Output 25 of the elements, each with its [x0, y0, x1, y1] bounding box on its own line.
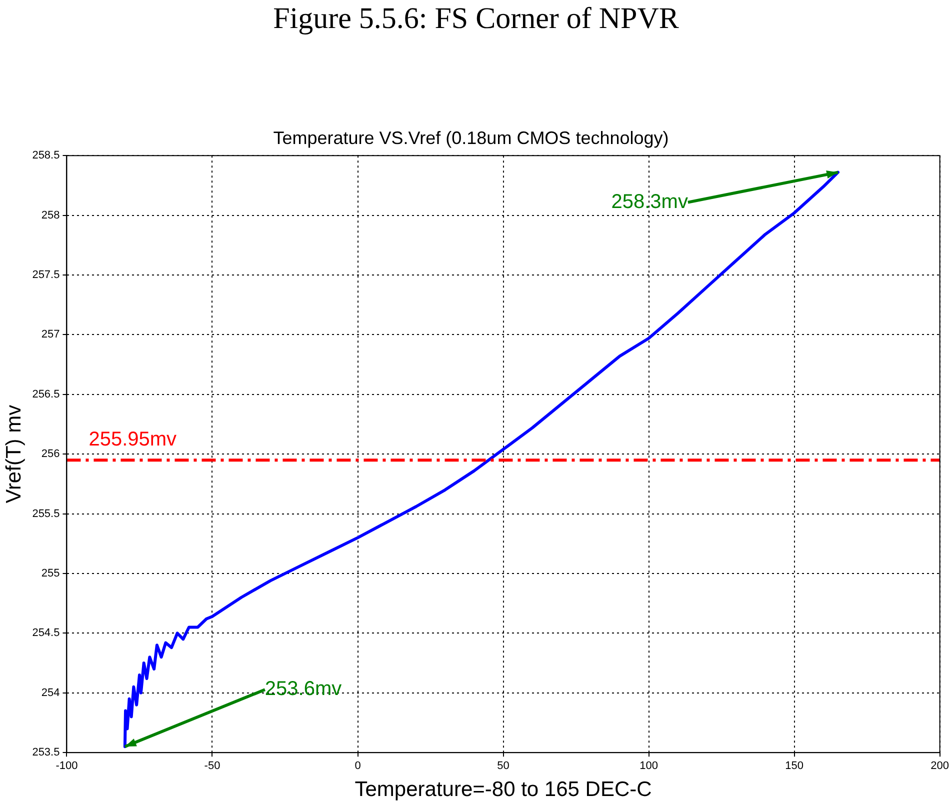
annotation: 258.3mv [611, 190, 688, 213]
x-tick-label: 150 [785, 760, 804, 772]
x-tick-label: -100 [56, 760, 78, 772]
y-tick-label: 253.5 [32, 746, 60, 759]
ref-line-label: 255.95mv [88, 428, 177, 451]
caption: Figure 5.5.6: FS Corner of NPVR [272, 2, 680, 36]
y-tick-label: 255 [41, 568, 60, 580]
x-tick-label: 0 [354, 760, 361, 772]
y-tick-label: 256 [41, 448, 60, 460]
y-tick-label: 258.5 [32, 150, 60, 162]
x-tick-label: 100 [640, 760, 658, 772]
y-axis-title: Vref(T) mv [2, 404, 26, 504]
y-tick-label: 257 [41, 328, 60, 341]
x-tick-label: 200 [930, 760, 950, 772]
x-tick-label: -50 [204, 760, 220, 772]
y-tick-label: 255.5 [32, 508, 60, 520]
y-tick-label: 254 [41, 686, 60, 699]
x-axis-title: Temperature=-80 to 165 DEC-C [354, 778, 652, 802]
y-tick-label: 258 [41, 209, 60, 222]
y-tick-label: 257.5 [32, 269, 60, 282]
x-tick-label: 50 [497, 760, 510, 772]
y-tick-label: 256.5 [32, 388, 60, 400]
y-tick-label: 254.5 [32, 627, 60, 640]
annotation: 253.6mv [264, 678, 342, 700]
chart-title: Temperature VS.Vref (0.18um CMOS technology) [273, 128, 669, 148]
